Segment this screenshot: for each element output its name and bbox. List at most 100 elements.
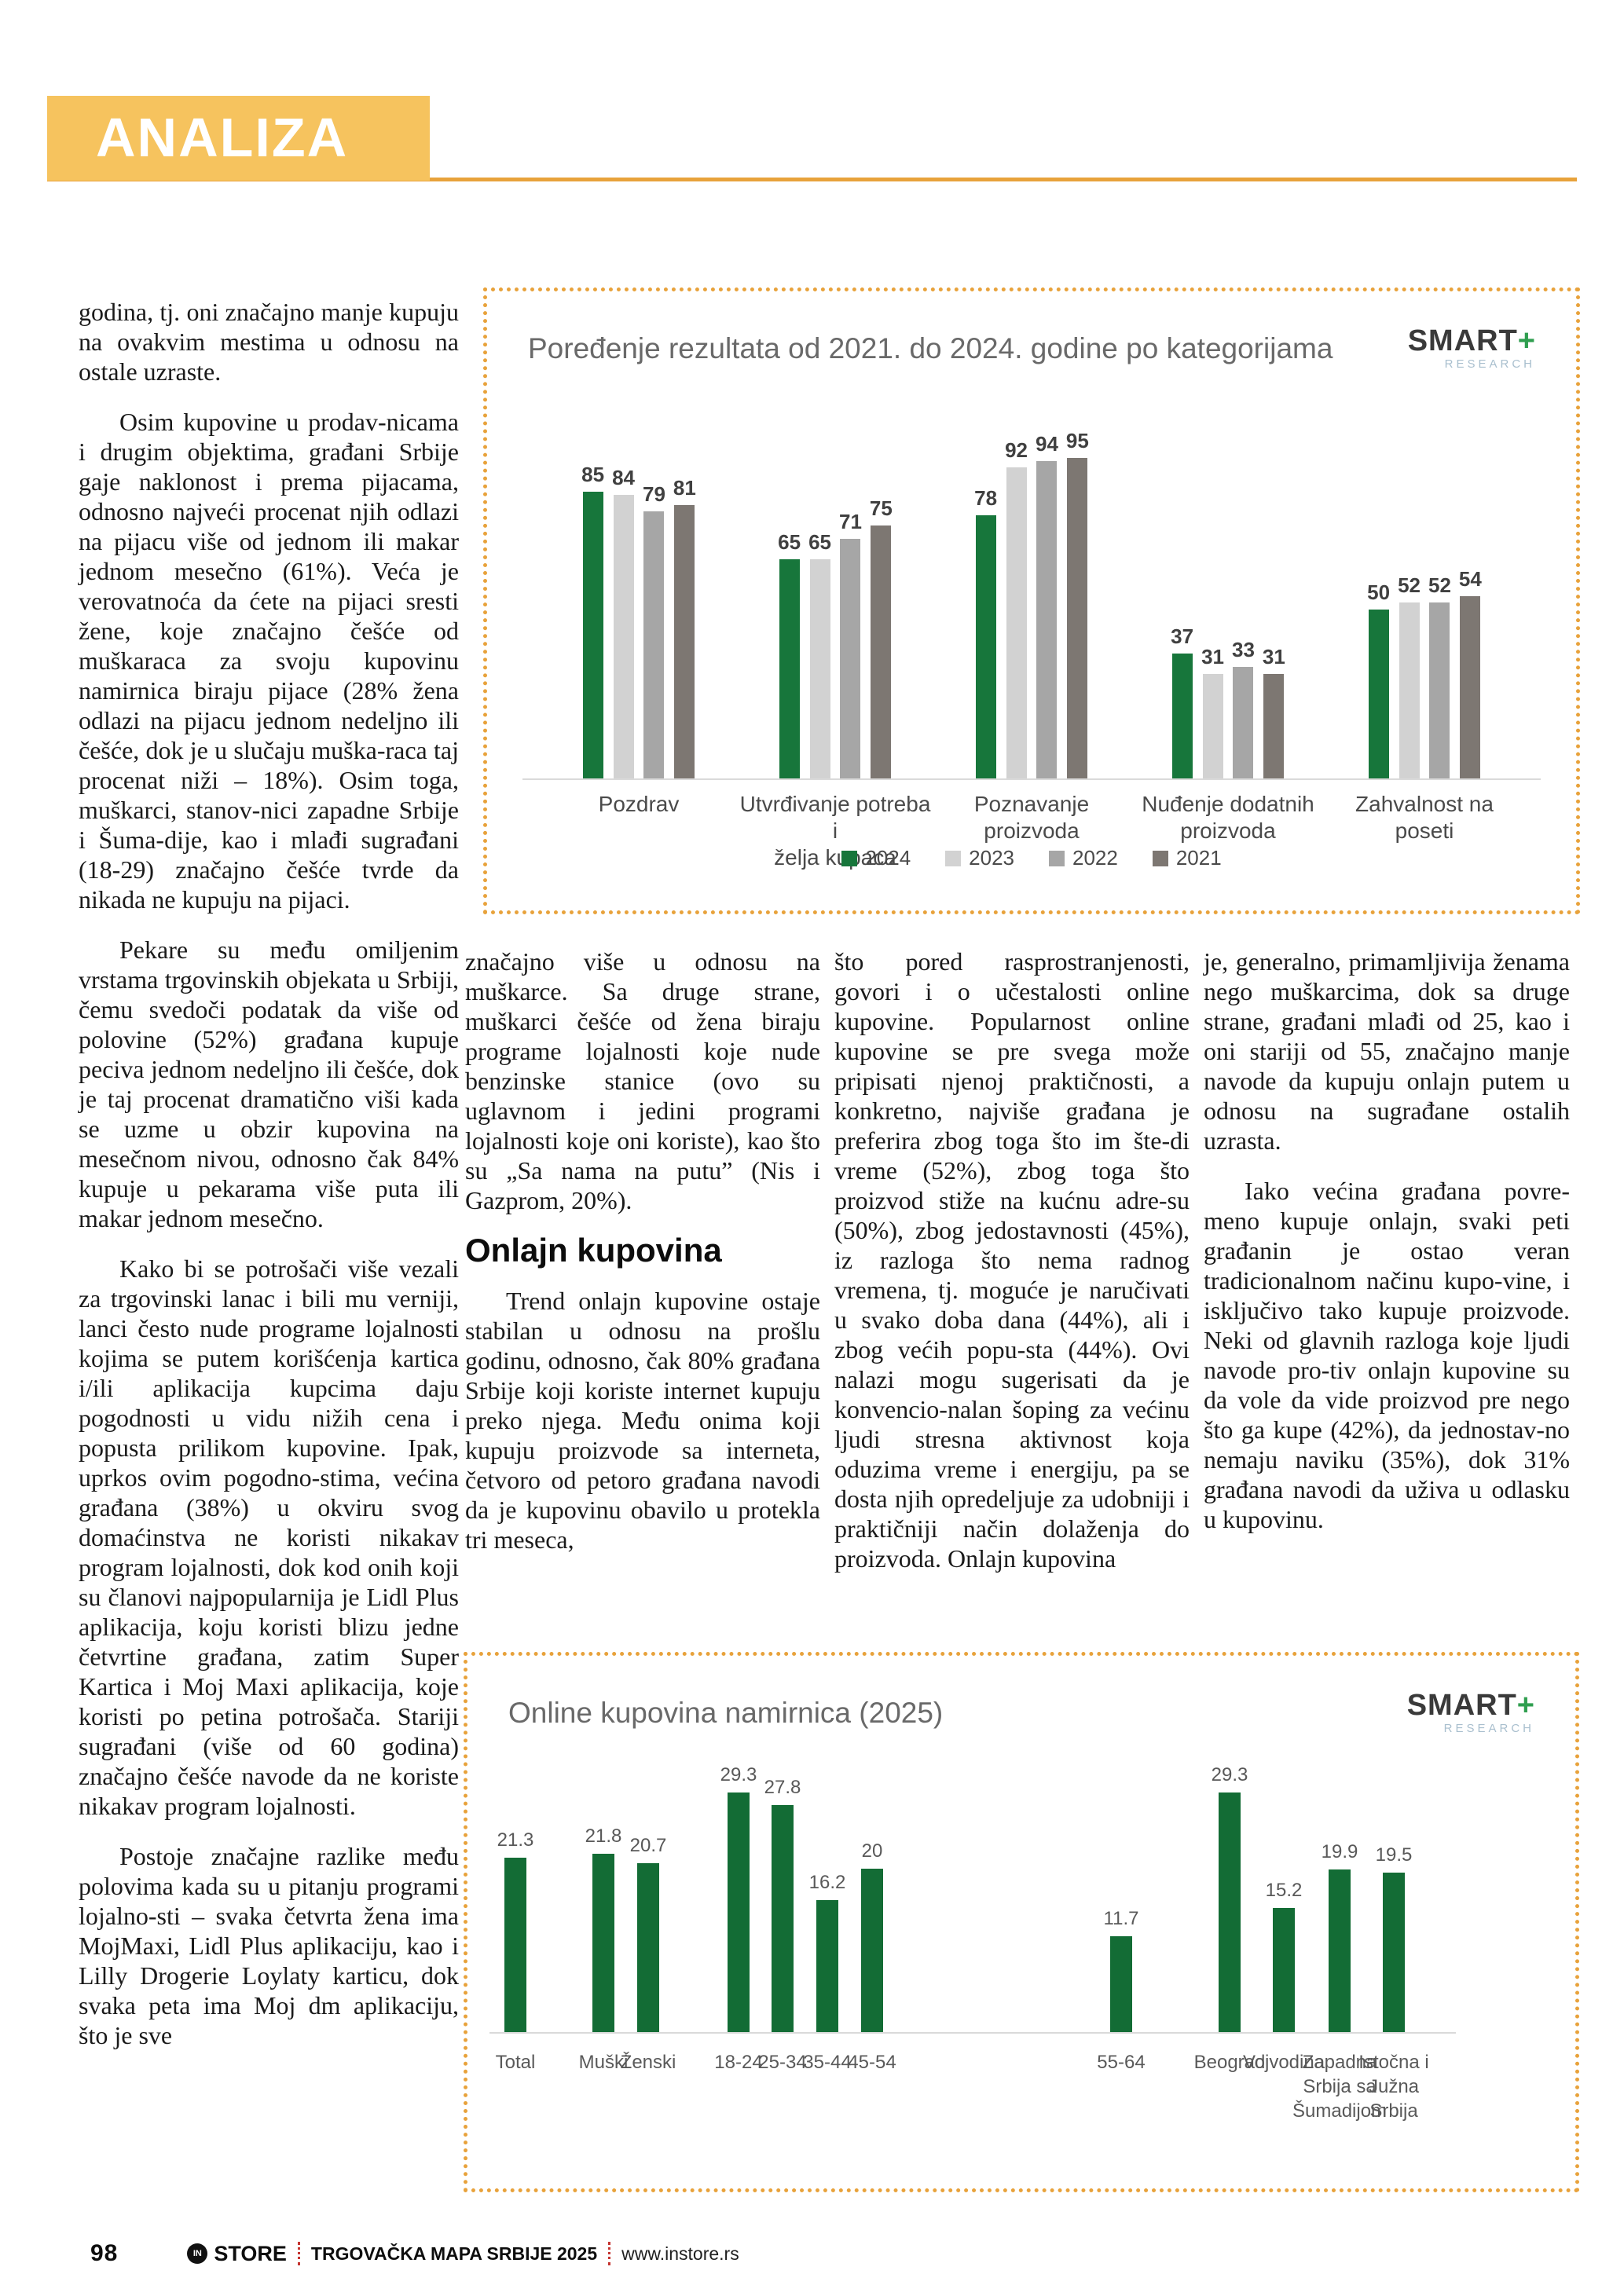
chart2-bar [816,1899,838,2032]
chart2-title: Online kupovina namirnica (2025) [508,1697,944,1729]
article-paragraph: Kako bi se potrošači više vezali za trgo… [79,1254,459,1820]
chart1-bar-2023 [1202,673,1223,778]
chart1-value-label: 52 [1398,573,1421,598]
chart1-value-label: 79 [643,482,665,507]
instore-logo-circle-icon: IN [187,2243,208,2264]
chart1-bar-wrap: 71 [839,510,862,778]
chart1-legend-label: 2024 [865,846,911,870]
chart1-x-axis [522,778,1541,780]
chart2-category-label: 25-34 [758,2052,807,2073]
chart2-value-label: 19.9 [1321,1841,1358,1863]
smartplus-research-logo: SMART+ RESEARCH [1408,326,1535,370]
chart2-category-label: Beograd [1193,2052,1266,2073]
chart1-value-label: 52 [1428,573,1451,598]
chart2-category-label: 35-44 [803,2052,852,2073]
chart2-bar [1110,1936,1132,2032]
chart1-legend-item: 2023 [945,846,1014,870]
article-paragraph: je, generalno, primamljivija ženama nego… [1204,947,1570,1155]
chart1-legend-item: 2021 [1152,846,1222,870]
chart2-category-label: Total [495,2052,536,2073]
smart-logo-subtext: RESEARCH [1443,1722,1534,1735]
chart1-bar-2021 [674,504,695,778]
chart1-legend-label: 2023 [969,846,1014,870]
article-paragraph: značajno više u odnosu na muškarce. Sa d… [465,947,820,1214]
chart2-category-label: Vojvodina [1242,2052,1325,2073]
chart1-bar-wrap: 85 [581,463,604,778]
chart1-bar-2023 [809,558,830,778]
chart1-legend-label: 2021 [1175,846,1222,870]
chart1-bar-wrap: 79 [643,482,665,778]
chart1-value-label: 75 [869,496,893,520]
chart1-value-label: 31 [1262,644,1285,668]
article-paragraph: godina, tj. oni značajno manje kupuju na… [79,298,459,386]
publication-title: TRGOVAČKA MAPA SRBIJE 2025 [310,2243,598,2264]
chart1-bar-wrap: 33 [1232,638,1255,778]
chart1-legend: 2024 2023 2022 2021 [487,846,1576,870]
chart1-bar-cluster: 50 52 52 54 [1367,409,1482,778]
chart2-category-label: Ženski [620,2052,676,2073]
chart2-category-label: 45-54 [848,2052,896,2073]
chart1-category-label: Utvrđivanje potreba i želja kupaca [739,792,931,870]
chart1-bar-2022 [1036,460,1058,778]
article-paragraph: Postoje značajne razlike među polovima k… [79,1842,459,2049]
article-subheading: Onlajn kupovina [465,1232,722,1269]
chart1-legend-label: 2022 [1072,846,1118,870]
chart1-bar-wrap: 52 [1398,573,1421,778]
chart2-value-label: 21.3 [497,1829,534,1851]
chart2-bar [592,1854,614,2032]
chart1-group: 37 31 33 31 Nuđenje dodatnih proizvoda [1130,409,1326,871]
chart2-category-label: Istočna i Južna Srbija [1358,2052,1429,2122]
chart1-bar-wrap: 94 [1036,432,1058,778]
chart1-bar-2021 [1263,673,1285,778]
chart1-bar-2023 [1399,602,1420,778]
chart1-bar-wrap: 50 [1367,580,1390,778]
chart2-value-label: 29.3 [1211,1764,1248,1786]
smart-logo-plus-icon: + [1517,324,1535,357]
chart1-bar-wrap: 81 [673,476,696,778]
article-paragraph: što pored rasprostranjenosti, govori i o… [834,947,1190,1573]
chart1-bar-2021 [871,525,892,778]
page-footer: 98 IN STORE TRGOVAČKA MAPA SRBIJE 2025 w… [90,2240,739,2267]
article-column-2: značajno više u odnosu na muškarce. Sa d… [465,947,820,1575]
chart1-bar-wrap: 65 [778,529,801,778]
chart1-legend-swatch-icon [945,850,962,866]
chart2-plot-area: 21.3 Total 21.8 Muški 20.7 Ženski 29.3 18-24 27.… [467,1656,1575,2188]
chart1-bar-2023 [613,494,634,778]
smart-logo-plus-icon: + [1516,1689,1534,1722]
chart2-bar [728,1792,750,2032]
chart1-value-label: 78 [974,485,998,510]
chart1-legend-item: 2024 [841,846,911,870]
chart1-bar-wrap: 95 [1066,429,1089,778]
chart2-value-label: 19.5 [1375,1844,1413,1866]
article-paragraph: Trend onlajn kupovine ostaje stabilan u … [465,1287,820,1554]
chart1-group: 50 52 52 54 Zahvalnost na poseti [1326,409,1523,871]
publisher-website: www.instore.rs [621,2243,739,2264]
chart1-bar-wrap: 75 [869,496,893,778]
chart1-bar-wrap: 37 [1171,624,1193,778]
chart1-bar-2022 [1429,602,1450,778]
chart1-bar-2024 [1368,610,1389,778]
chart2-bar [1329,1869,1351,2032]
chart2-value-label: 21.8 [585,1825,622,1847]
chart1-bar-2022 [1233,667,1254,778]
chart1-group: 85 84 79 81 Pozdrav [541,409,737,871]
chart-comparison-2021-2024: Poređenje rezultata od 2021. do 2024. go… [483,287,1580,914]
footer-divider-icon [297,2242,300,2265]
chart1-bar-cluster: 78 92 94 95 [974,409,1089,778]
chart2-bar [504,1858,526,2032]
chart1-bar-2023 [1006,467,1027,778]
chart1-title: Poređenje rezultata od 2021. do 2024. go… [528,332,1333,364]
smart-logo-text: SMART [1407,324,1518,357]
chart1-bar-wrap: 31 [1201,645,1224,778]
instore-logo: IN STORE [187,2242,287,2266]
footer-divider-icon [608,2242,611,2265]
chart1-value-label: 65 [778,529,801,554]
chart1-bar-wrap: 84 [612,466,635,778]
chart1-value-label: 84 [612,465,635,489]
section-title: ANALIZA [96,107,349,168]
chart2-bar [1219,1792,1241,2032]
chart1-legend-swatch-icon [1049,850,1065,866]
chart1-value-label: 33 [1232,638,1255,662]
article-column-4: je, generalno, primamljivija ženama nego… [1204,947,1570,1554]
